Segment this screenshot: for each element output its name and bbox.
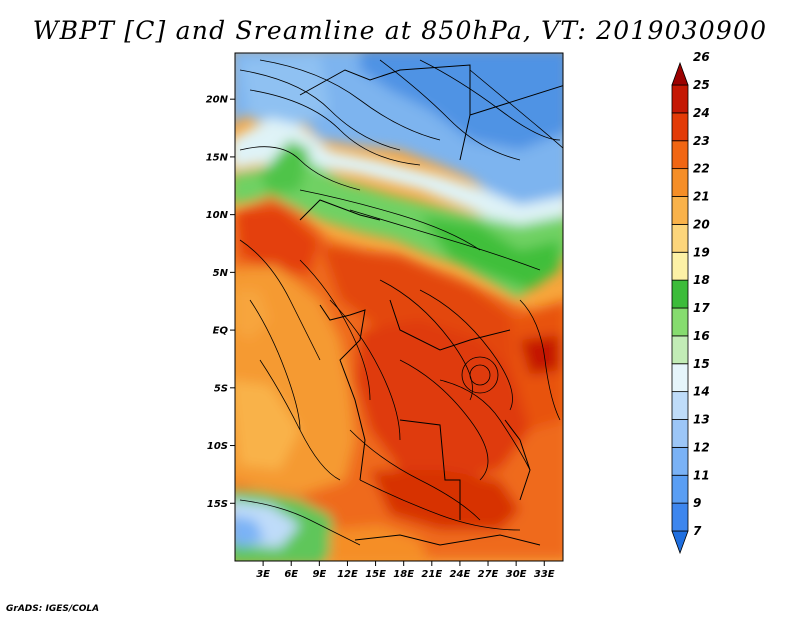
colorbar-segment xyxy=(671,363,689,393)
colorbar-segment xyxy=(671,279,689,309)
lat-label: 20N xyxy=(206,95,229,106)
lon-label: 15E xyxy=(365,569,386,580)
colorbar-label: 9 xyxy=(693,496,701,510)
lat-label: 15S xyxy=(207,499,228,510)
lon-label: 3E xyxy=(256,569,270,580)
map-title: WBPT [C] and Sreamline at 850hPa, VT: 20… xyxy=(32,16,768,45)
colorbar-label: 16 xyxy=(693,329,710,343)
grads-credit: GrADS: IGES/COLA xyxy=(6,604,100,614)
colorbar-label: 22 xyxy=(693,162,710,176)
colorbar: 7 9 11 12 13 14 15 16 17 18 19 20 21 22 23 24 25 26 xyxy=(671,50,710,555)
colorbar-label: 24 xyxy=(693,106,710,120)
colorbar-label: 7 xyxy=(693,524,702,538)
lon-label: 12E xyxy=(337,569,358,580)
colorbar-segment xyxy=(671,140,689,170)
lon-label: 33E xyxy=(534,569,555,580)
lon-label: 18E xyxy=(393,569,414,580)
latitude-axis: 20N 15N 10N 5N EQ 5S 10S 15S xyxy=(206,95,235,510)
colorbar-segment xyxy=(671,335,689,365)
colorbar-segment xyxy=(671,474,689,504)
colorbar-label: 11 xyxy=(693,468,710,482)
colorbar-max-arrow xyxy=(671,61,689,86)
colorbar-label: 21 xyxy=(693,190,710,204)
colorbar-segment xyxy=(671,502,689,532)
lon-label: 27E xyxy=(478,569,499,580)
colorbar-min-arrow xyxy=(671,530,689,555)
lat-label: 5N xyxy=(213,268,229,279)
map-frame xyxy=(234,52,564,562)
lat-label: 15N xyxy=(206,152,229,163)
colorbar-label: 25 xyxy=(693,78,710,92)
colorbar-segment xyxy=(671,446,689,476)
colorbar-segment xyxy=(671,196,689,225)
lat-label: EQ xyxy=(213,326,229,337)
colorbar-label: 17 xyxy=(693,301,710,315)
longitude-axis: 3E 6E 9E 12E 15E 18E 21E 24E 27E 30E 33E xyxy=(256,561,555,580)
colorbar-segment xyxy=(671,112,689,142)
colorbar-label: 18 xyxy=(693,273,710,287)
colorbar-segment xyxy=(671,251,689,281)
lat-label: 5S xyxy=(214,383,228,394)
colorbar-label: 20 xyxy=(693,217,710,231)
lon-label: 30E xyxy=(506,569,527,580)
colorbar-segment xyxy=(671,307,689,337)
lon-label: 24E xyxy=(450,569,471,580)
lon-label: 21E xyxy=(421,569,442,580)
colorbar-label: 26 xyxy=(693,50,710,64)
colorbar-segment xyxy=(671,223,689,253)
lat-label: 10N xyxy=(206,210,229,221)
colorbar-label: 19 xyxy=(693,245,710,259)
streamlines xyxy=(239,59,563,546)
lon-label: 9E xyxy=(312,569,326,580)
colorbar-label: 12 xyxy=(693,440,710,454)
lat-label: 10S xyxy=(207,441,228,452)
colorbar-segment xyxy=(671,168,689,197)
colorbar-segment xyxy=(671,419,689,448)
boundaries xyxy=(299,64,563,546)
colorbar-segment xyxy=(671,391,689,420)
colorbar-label: 23 xyxy=(693,134,710,148)
colorbar-label: 13 xyxy=(693,413,710,427)
colorbar-segment xyxy=(671,84,689,114)
wbpt-field xyxy=(235,53,563,561)
lon-label: 6E xyxy=(284,569,298,580)
colorbar-label: 15 xyxy=(693,357,710,371)
colorbar-label: 14 xyxy=(693,385,710,399)
